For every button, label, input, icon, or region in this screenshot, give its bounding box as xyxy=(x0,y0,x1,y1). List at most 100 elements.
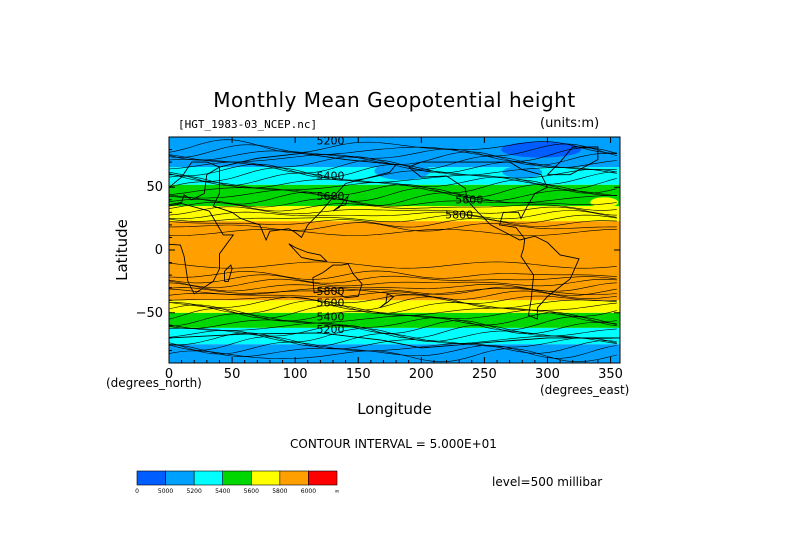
coast-australia xyxy=(312,263,363,299)
contour-line xyxy=(169,290,617,300)
contour-line xyxy=(169,340,617,355)
contour-lines xyxy=(169,139,617,363)
low-arctic xyxy=(501,141,582,158)
contour-label-5: 5800 xyxy=(316,285,344,298)
coast-asia xyxy=(212,152,397,242)
chart-title: Monthly Mean Geopotential height xyxy=(213,88,576,112)
x-axis-label-text: Longitude xyxy=(357,400,432,418)
y-axis-ticks: −50 0 50 xyxy=(136,149,620,351)
contour-line xyxy=(169,328,617,343)
coast-africa xyxy=(169,203,235,295)
contour-line xyxy=(169,147,617,162)
colorbar-label-5: 5800 xyxy=(272,488,287,495)
x-tick-label: 0 xyxy=(165,367,173,382)
low-pacific xyxy=(374,161,431,180)
x-tick-label: 350 xyxy=(598,367,623,382)
coast-indonesia xyxy=(288,243,328,262)
ridge-atlantic xyxy=(590,197,619,208)
y-units-label: (degrees_north) xyxy=(106,376,202,390)
coast-japan xyxy=(332,194,350,212)
contour-label-6: 5600 xyxy=(316,297,344,310)
contour-line xyxy=(169,202,617,212)
contour-line xyxy=(169,198,617,208)
coast-newzealand xyxy=(379,293,395,309)
colorbar-label-6: 6000 xyxy=(301,488,316,495)
contour-line xyxy=(169,274,617,284)
colorbar-label-7: ∞ xyxy=(335,488,340,495)
x-tick-label: 300 xyxy=(535,367,560,382)
colorbar-label-2: 5200 xyxy=(187,488,202,495)
colorbar-swatch-3 xyxy=(222,470,252,486)
coast-europe xyxy=(169,161,221,206)
contour-line xyxy=(169,214,617,224)
x-axis-label: Longitude xyxy=(0,400,789,418)
contour-interval-label: CONTOUR INTERVAL = 5.000E+01 xyxy=(290,437,497,451)
x-tick-label: 50 xyxy=(224,367,241,382)
file-label: [HGT_1983-03_NCEP.nc] xyxy=(178,118,318,131)
contour-line-subtropic xyxy=(169,288,617,295)
contour-line-subtropic xyxy=(169,261,617,269)
field-band-3 xyxy=(169,300,620,313)
contour-label-1: 5400 xyxy=(316,170,344,183)
height-field xyxy=(169,137,620,363)
field-band-4 xyxy=(169,221,620,301)
contour-line xyxy=(169,179,617,194)
level-label: level=500 millibar xyxy=(492,475,603,489)
contour-label-2: 5600 xyxy=(316,190,344,203)
x-tick-label: 100 xyxy=(283,367,308,382)
contour-line xyxy=(169,175,617,190)
field-band-5 xyxy=(169,206,620,222)
contour-label-7: 5400 xyxy=(316,310,344,323)
y-tick-label: 0 xyxy=(155,243,163,258)
contour-line xyxy=(169,312,617,327)
contour-line xyxy=(169,324,617,339)
contour-line xyxy=(169,320,617,335)
coast-namerica xyxy=(408,161,549,241)
x-axis-ticks: 0 50 100 150 200 250 300 350 xyxy=(165,137,623,382)
low-hudson xyxy=(502,166,543,179)
contour-line xyxy=(169,222,617,232)
x-tick-label: 250 xyxy=(472,367,497,382)
contour-line xyxy=(169,210,617,220)
field-features xyxy=(275,140,619,208)
colorbar-swatch-4 xyxy=(250,470,281,486)
contour-line-subtropic xyxy=(169,229,617,236)
contour-line xyxy=(169,218,617,228)
units-label: (units:m) xyxy=(540,116,600,131)
contour-line xyxy=(169,278,617,288)
contour-line xyxy=(169,191,617,206)
contour-line xyxy=(169,139,617,154)
contour-line xyxy=(169,171,617,186)
colorbar: 0 5000 5200 5400 5600 5800 6000 ∞ xyxy=(135,470,340,495)
contour-line xyxy=(169,286,617,296)
low-siberia xyxy=(275,140,316,151)
x-tick-label: 200 xyxy=(409,367,434,382)
colorbar-label-4: 5600 xyxy=(244,488,259,495)
field-band-1 xyxy=(169,327,620,345)
colorbar-swatch-2 xyxy=(193,470,224,486)
contour-line xyxy=(169,304,617,319)
y-tick-label: −50 xyxy=(136,306,163,321)
coast-greenland xyxy=(547,146,599,176)
contour-line xyxy=(169,344,617,359)
coast-antarctica xyxy=(169,332,620,349)
contour-label-0: 5200 xyxy=(316,135,344,148)
colorbar-label-3: 5400 xyxy=(215,488,230,495)
colorbar-swatch-1 xyxy=(165,470,195,486)
colorbar-swatch-0 xyxy=(136,470,166,486)
contour-line xyxy=(169,143,617,158)
contour-line xyxy=(169,206,617,216)
contour-line xyxy=(169,316,617,331)
contour-label-3: 5600 xyxy=(455,194,483,207)
contour-line xyxy=(169,187,617,202)
y-tick-label: 50 xyxy=(146,180,163,195)
coast-madagascar xyxy=(224,264,233,282)
coastlines xyxy=(169,146,620,349)
contour-label-4: 5800 xyxy=(445,209,473,222)
contour-line xyxy=(169,336,617,351)
colorbar-swatch-5 xyxy=(279,470,309,486)
contour-line xyxy=(169,300,617,314)
x-units-label: (degrees_east) xyxy=(540,383,630,397)
